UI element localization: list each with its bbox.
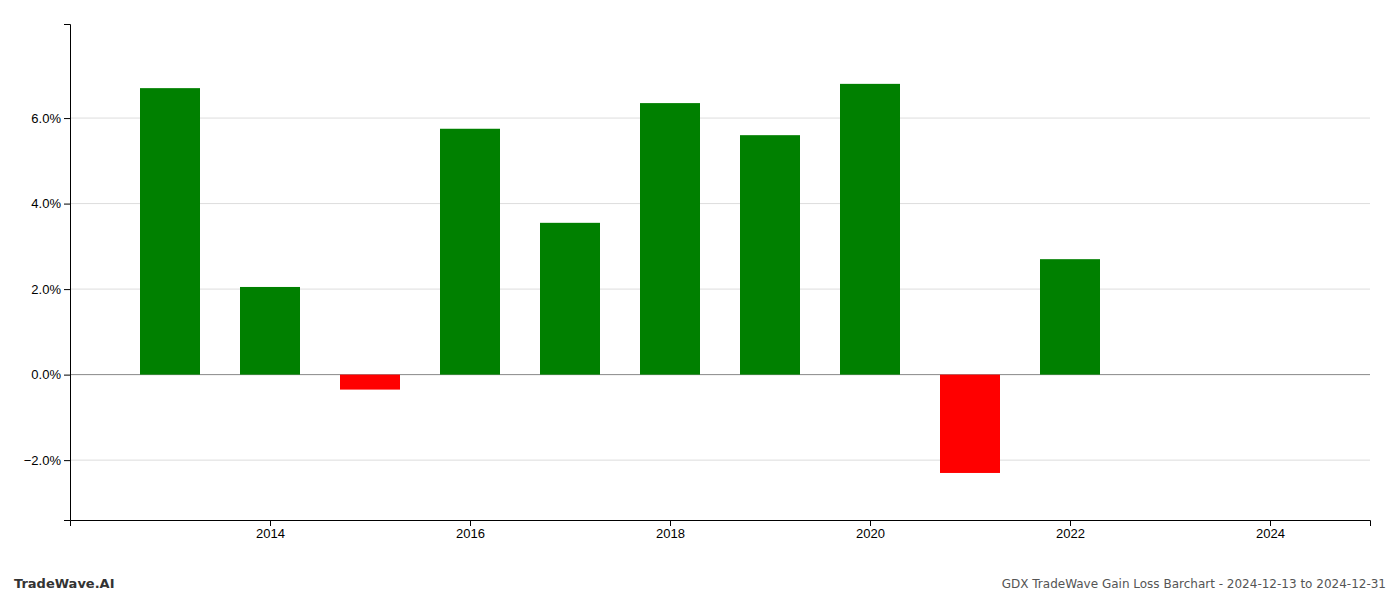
y-axis: −2.0% 0.0% 2.0% 4.0% 6.0% — [24, 25, 71, 521]
x-tick-label: 2018 — [656, 526, 685, 541]
bar — [840, 84, 900, 375]
y-tick-mark — [64, 118, 70, 119]
grid-line — [70, 460, 1370, 461]
x-tick: 2018 — [656, 520, 685, 541]
y-tick-mark — [64, 204, 70, 205]
y-tick-label: 2.0% — [31, 282, 61, 297]
y-axis-line — [64, 25, 71, 521]
y-tick: 0.0% — [31, 367, 70, 382]
y-tick-label: −2.0% — [24, 453, 62, 468]
y-tick: 2.0% — [31, 282, 70, 297]
bar — [1040, 259, 1100, 374]
x-tick-mark — [870, 520, 871, 526]
y-tick-label: 0.0% — [31, 367, 61, 382]
x-tick-label: 2022 — [1056, 526, 1085, 541]
x-tick: 2014 — [256, 520, 285, 541]
x-tick-mark — [1070, 520, 1071, 526]
x-tick-label: 2024 — [1256, 526, 1285, 541]
x-axis-line — [71, 521, 1371, 527]
title: GDX TradeWave Gain Loss Barchart - 2024-… — [1002, 577, 1386, 591]
bar — [340, 375, 400, 390]
x-tick: 2020 — [856, 520, 885, 541]
y-tick-mark — [64, 289, 70, 290]
watermark: TradeWave.AI — [14, 576, 115, 591]
grid-line — [70, 203, 1370, 204]
x-tick: 2022 — [1056, 520, 1085, 541]
y-tick: 6.0% — [31, 111, 70, 126]
x-tick-label: 2014 — [256, 526, 285, 541]
bar — [540, 223, 600, 375]
y-tick-label: 4.0% — [31, 196, 61, 211]
x-tick-mark — [670, 520, 671, 526]
y-tick: 4.0% — [31, 196, 70, 211]
bar — [940, 375, 1000, 473]
y-tick: −2.0% — [24, 453, 70, 468]
y-tick-mark — [64, 375, 70, 376]
grid — [70, 118, 1370, 460]
x-tick-mark — [470, 520, 471, 526]
x-tick: 2016 — [456, 520, 485, 541]
x-tick-label: 2020 — [856, 526, 885, 541]
bar — [440, 129, 500, 375]
y-tick-label: 6.0% — [31, 111, 61, 126]
x-axis: 2014 2016 2018 2020 2022 2024 — [71, 520, 1371, 541]
x-tick-mark — [1270, 520, 1271, 526]
chart: 2014 2016 2018 2020 2022 2024 −2.0% 0.0% 2.0% 4.0… — [0, 0, 1400, 600]
y-tick-mark — [64, 460, 70, 461]
bar — [640, 103, 700, 375]
bar — [240, 287, 300, 375]
bar — [140, 88, 200, 374]
x-tick-mark — [270, 520, 271, 526]
grid-line — [70, 118, 1370, 119]
x-tick: 2024 — [1256, 520, 1285, 541]
bars — [140, 84, 1100, 473]
bar — [740, 135, 800, 374]
x-tick-label: 2016 — [456, 526, 485, 541]
